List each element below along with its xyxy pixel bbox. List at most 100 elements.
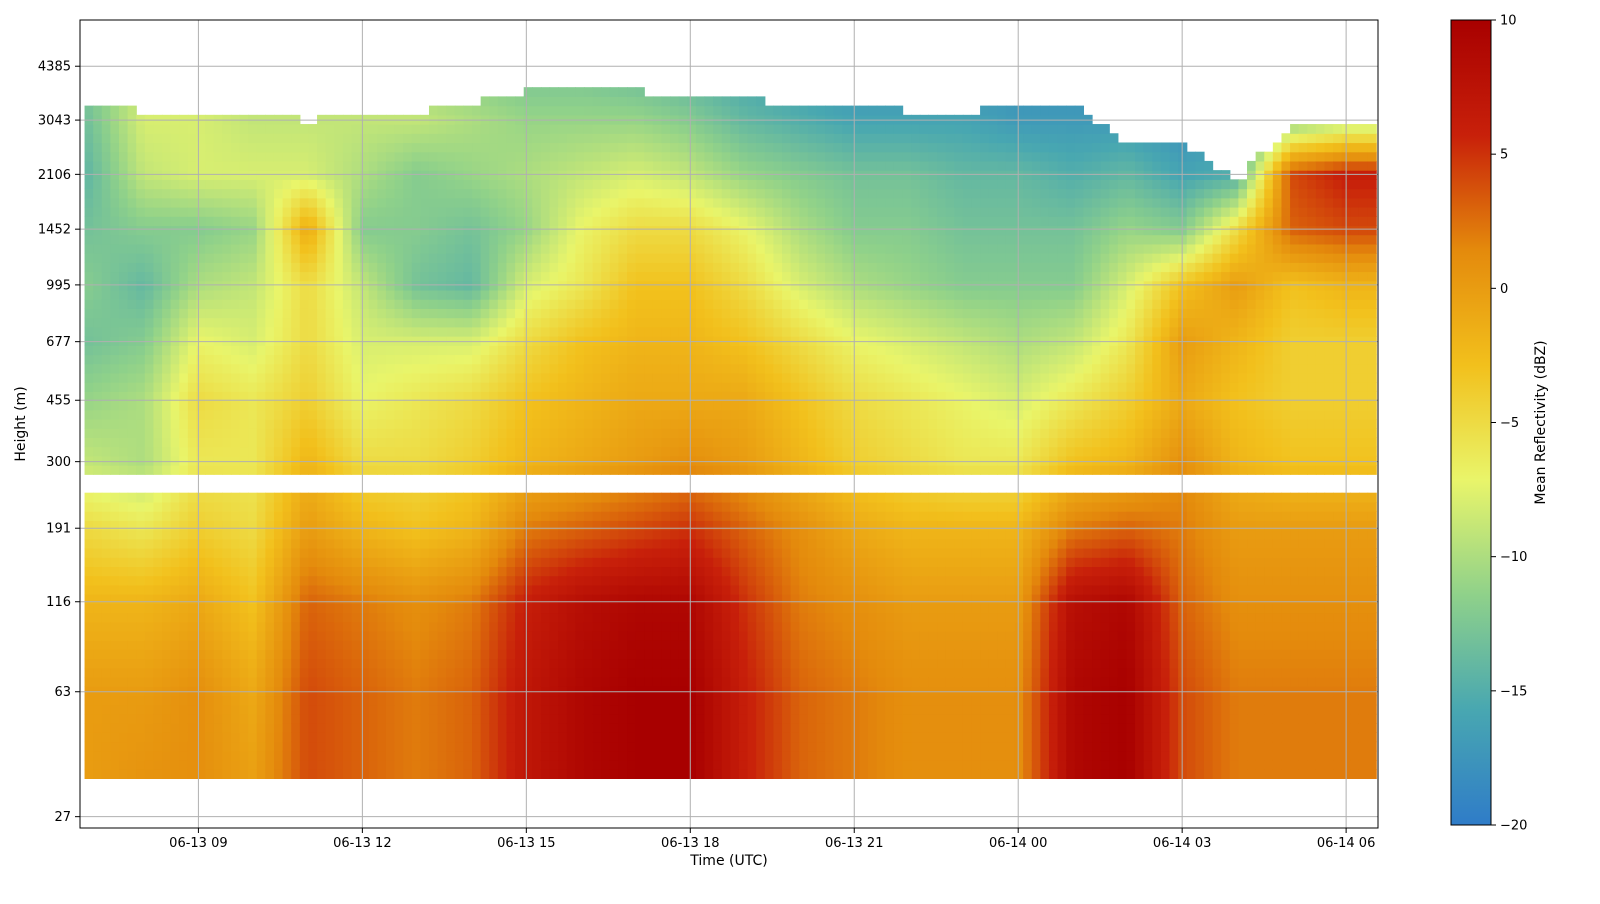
heatmap-cell xyxy=(136,225,146,236)
heatmap-cell xyxy=(652,345,663,356)
heatmap-cell xyxy=(515,400,525,411)
heatmap-cell xyxy=(153,216,163,227)
heatmap-cell xyxy=(385,243,396,254)
heatmap-cell xyxy=(523,437,533,448)
heatmap-cell xyxy=(472,253,482,263)
heatmap-cell xyxy=(317,326,327,337)
heatmap-cell xyxy=(566,750,576,761)
heatmap-cell xyxy=(472,649,482,660)
heatmap-cell xyxy=(239,363,249,374)
heatmap-cell xyxy=(472,612,482,623)
heatmap-cell xyxy=(93,529,103,540)
heatmap-cell xyxy=(101,437,111,448)
heatmap-cell xyxy=(230,446,241,457)
heatmap-cell xyxy=(635,704,645,715)
heatmap-cell xyxy=(489,732,499,743)
heatmap-cell xyxy=(411,529,421,540)
heatmap-cell xyxy=(618,271,628,282)
heatmap-cell xyxy=(282,382,292,392)
heatmap-cell xyxy=(609,96,620,107)
heatmap-cell xyxy=(325,759,335,770)
heatmap-cell xyxy=(196,206,206,217)
heatmap-cell xyxy=(506,465,516,475)
heatmap-cell xyxy=(127,418,137,429)
heatmap-cell xyxy=(566,345,576,356)
heatmap-cell xyxy=(480,105,490,116)
heatmap-cell xyxy=(618,621,628,632)
heatmap-cell xyxy=(618,142,628,153)
heatmap-cell xyxy=(325,317,335,328)
heatmap-cell xyxy=(119,575,129,586)
heatmap-cell xyxy=(179,446,189,457)
heatmap-cell xyxy=(239,124,249,134)
heatmap-cell xyxy=(325,354,335,365)
heatmap-cell xyxy=(205,197,215,208)
heatmap-cell xyxy=(239,677,249,687)
heatmap-cell xyxy=(420,704,430,715)
heatmap-cell xyxy=(678,455,688,466)
heatmap-cell xyxy=(84,317,94,328)
heatmap-cell xyxy=(506,280,516,291)
heatmap-cell xyxy=(299,621,310,632)
heatmap-cell xyxy=(635,584,645,595)
heatmap-cell xyxy=(678,326,688,337)
heatmap-cell xyxy=(222,142,232,153)
heatmap-cell xyxy=(110,308,120,319)
heatmap-cell xyxy=(635,400,645,411)
heatmap-cell xyxy=(213,455,223,466)
heatmap-cell xyxy=(385,363,396,374)
heatmap-cell xyxy=(652,695,663,706)
heatmap-cell xyxy=(325,594,335,604)
heatmap-cell xyxy=(506,299,516,309)
heatmap-cell xyxy=(265,280,275,291)
heatmap-cell xyxy=(256,133,266,144)
heatmap-cell xyxy=(291,206,301,217)
heatmap-cell xyxy=(463,418,473,429)
heatmap-cell xyxy=(317,630,327,641)
heatmap-cell xyxy=(205,621,215,632)
heatmap-cell xyxy=(403,538,413,549)
heatmap-cell xyxy=(411,418,421,429)
heatmap-cell xyxy=(601,243,611,254)
heatmap-cell xyxy=(136,271,146,282)
heatmap-cell xyxy=(506,133,516,144)
heatmap-cell xyxy=(84,695,94,706)
heatmap-cell xyxy=(291,372,301,383)
heatmap-cell xyxy=(411,723,421,733)
heatmap-cell xyxy=(609,455,620,466)
heatmap-cell xyxy=(170,446,180,457)
heatmap-cell xyxy=(420,216,430,227)
heatmap-cell xyxy=(308,326,318,337)
heatmap-cell xyxy=(222,151,232,162)
heatmap-cell xyxy=(187,289,198,300)
heatmap-cell xyxy=(239,326,249,337)
heatmap-cell xyxy=(360,621,370,632)
heatmap-cell xyxy=(377,741,387,752)
heatmap-cell xyxy=(265,667,275,678)
heatmap-cell xyxy=(437,769,447,779)
heatmap-cell xyxy=(119,446,129,457)
heatmap-cell xyxy=(385,520,396,531)
heatmap-cell xyxy=(342,160,353,171)
heatmap-cell xyxy=(368,511,378,521)
heatmap-cell xyxy=(583,750,594,761)
heatmap-cell xyxy=(463,649,473,660)
heatmap-cell xyxy=(291,400,301,411)
heatmap-cell xyxy=(317,382,327,392)
heatmap-cell xyxy=(428,243,439,254)
heatmap-cell xyxy=(162,547,172,558)
heatmap-cell xyxy=(230,584,241,595)
heatmap-cell xyxy=(540,188,551,199)
heatmap-cell xyxy=(618,566,628,577)
heatmap-cell xyxy=(472,658,482,669)
heatmap-cell xyxy=(446,188,456,199)
heatmap-cell xyxy=(558,630,568,641)
heatmap-cell xyxy=(222,216,232,227)
heatmap-cell xyxy=(506,723,516,733)
heatmap-cell xyxy=(205,704,215,715)
heatmap-cell xyxy=(93,336,103,346)
heatmap-cell xyxy=(282,520,292,531)
heatmap-cell xyxy=(540,621,551,632)
heatmap-cell xyxy=(627,280,637,291)
heatmap-cell xyxy=(360,769,370,779)
